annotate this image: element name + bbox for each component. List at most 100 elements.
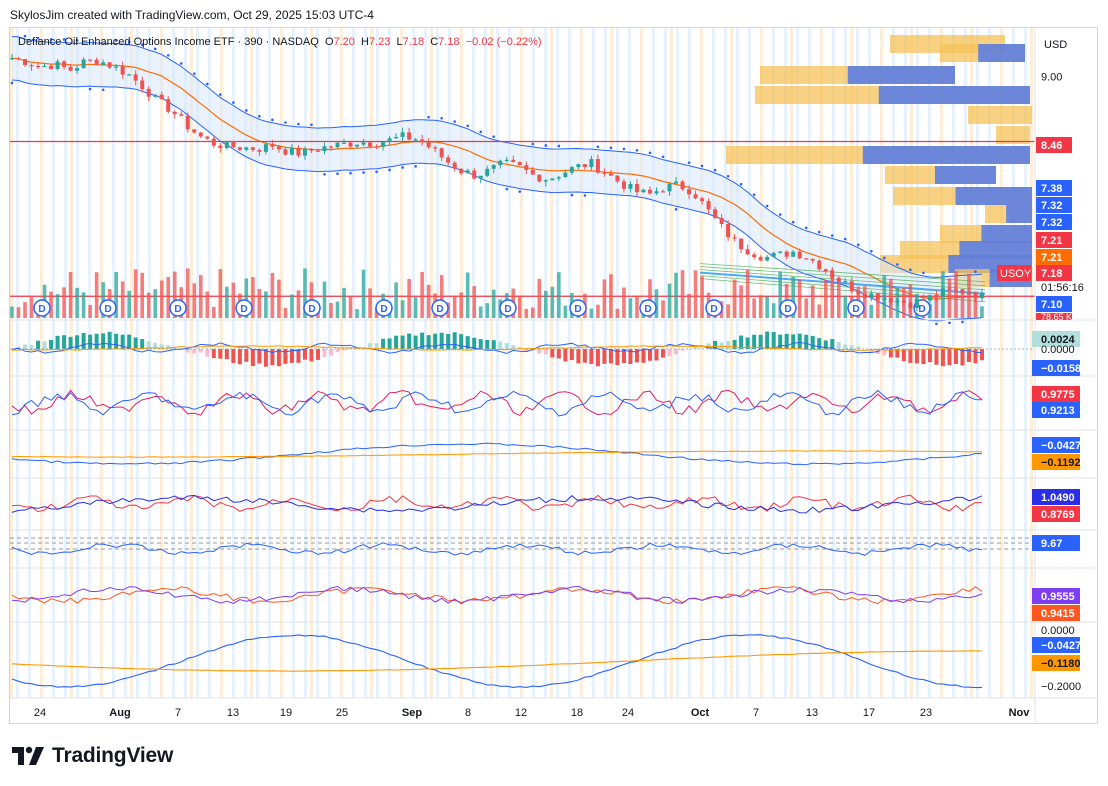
candle-body [231, 141, 236, 148]
dividend-marker-icon [779, 299, 797, 317]
volume-bar [973, 291, 978, 318]
session-stripe [118, 28, 121, 698]
macd-histogram-bar [791, 334, 796, 349]
candle-body [498, 160, 503, 166]
macd-histogram-bar [732, 339, 737, 349]
session-stripe [286, 28, 289, 698]
macd-histogram-bar [459, 334, 464, 349]
ratio-pane-value-badge [1032, 506, 1080, 522]
session-stripe [694, 28, 697, 698]
time-tick-label: 23 [920, 707, 932, 719]
candle-body [980, 292, 984, 299]
dividend-marker-icon [705, 299, 723, 317]
profile-row [996, 126, 1030, 144]
time-tick-label: 13 [806, 707, 818, 719]
candle-body [465, 170, 470, 174]
parabolic-sar-dot [375, 170, 378, 174]
session-stripe [538, 28, 541, 698]
session-stripe [58, 28, 61, 698]
session-stripe [1006, 28, 1009, 698]
session-stripe [220, 28, 223, 698]
candle-body [166, 99, 171, 112]
candle-body [185, 115, 190, 130]
session-stripe [304, 28, 307, 698]
macd-histogram-bar [426, 335, 431, 349]
dividend-marker-icon [569, 299, 587, 317]
parabolic-sar-dot [232, 101, 235, 104]
volume-bar [674, 272, 678, 318]
macd-histogram-bar [172, 347, 177, 349]
volume-bar [485, 303, 490, 318]
volume-bar [563, 305, 568, 318]
session-stripe [388, 28, 391, 698]
strength-line-purple [11, 585, 983, 605]
session-stripe [64, 28, 67, 698]
candle-body [504, 159, 509, 161]
volume-bar [771, 303, 776, 318]
macd-histogram-bar [342, 349, 347, 351]
ratio-pane-value-label: 0.8769 [1041, 509, 1075, 521]
session-stripe [112, 28, 115, 698]
macd-histogram-bar [101, 333, 106, 349]
session-stripe [406, 28, 409, 698]
parabolic-sar-dot [297, 122, 300, 126]
dividend-marker-label: D [784, 304, 791, 315]
volume-bar [257, 288, 262, 318]
macd-histogram-bar [602, 349, 607, 364]
parabolic-sar-dot [609, 146, 613, 150]
parabolic-sar-dot [557, 144, 561, 148]
tradingview-logo[interactable]: TradingView [10, 744, 173, 768]
session-stripe [280, 28, 283, 698]
parabolic-sar-dot [635, 148, 639, 152]
session-stripe [826, 28, 829, 698]
price-badge [1036, 232, 1072, 248]
macd-histogram-bar [420, 332, 425, 349]
macd-histogram-bar [595, 349, 600, 367]
candle-body [322, 146, 327, 152]
dividend-marker-label: D [308, 304, 315, 315]
candle-body [198, 132, 203, 137]
parabolic-sar-dot [245, 109, 248, 112]
parabolic-sar-dot [62, 38, 66, 41]
volume-bar [439, 275, 444, 318]
parabolic-sar-dot [544, 144, 548, 147]
trend-pane-value-label: 0.0000 [1041, 625, 1075, 637]
candle-body [517, 162, 522, 166]
session-stripe [316, 28, 319, 698]
rsi-line [11, 542, 983, 556]
volume-bar [550, 286, 555, 318]
macd-histogram-bar [407, 333, 412, 349]
time-tick-label: Oct [691, 707, 710, 719]
session-stripe [838, 28, 841, 698]
candle-body [224, 141, 229, 149]
candle-body [966, 293, 971, 295]
volume-bar [693, 270, 698, 318]
candle-body [563, 172, 568, 178]
volume-bar [869, 304, 874, 318]
macd-histogram-bar [491, 340, 496, 349]
session-stripe [136, 28, 139, 698]
ratio-pane-value-badge [1032, 489, 1080, 505]
candle-body [10, 58, 14, 60]
macd-histogram-bar [140, 339, 145, 349]
volume-bar [303, 268, 307, 318]
macd-histogram-bar [947, 349, 952, 366]
session-stripe [784, 28, 787, 698]
parabolic-sar-dot [388, 168, 391, 172]
macd-histogram-bar [49, 339, 54, 349]
candle-body [973, 293, 978, 299]
session-stripe [142, 28, 145, 698]
session-stripe [274, 28, 277, 698]
price-badge [1036, 197, 1072, 213]
volume-bar [244, 278, 249, 318]
volume-bar [75, 287, 79, 318]
candle-body [856, 291, 861, 294]
price-badge [1036, 137, 1072, 153]
session-stripe [964, 28, 967, 698]
trend-line-orange [11, 650, 983, 672]
open-value: 7.20 [333, 36, 355, 48]
session-stripe [772, 28, 775, 698]
candle-body [289, 147, 294, 155]
